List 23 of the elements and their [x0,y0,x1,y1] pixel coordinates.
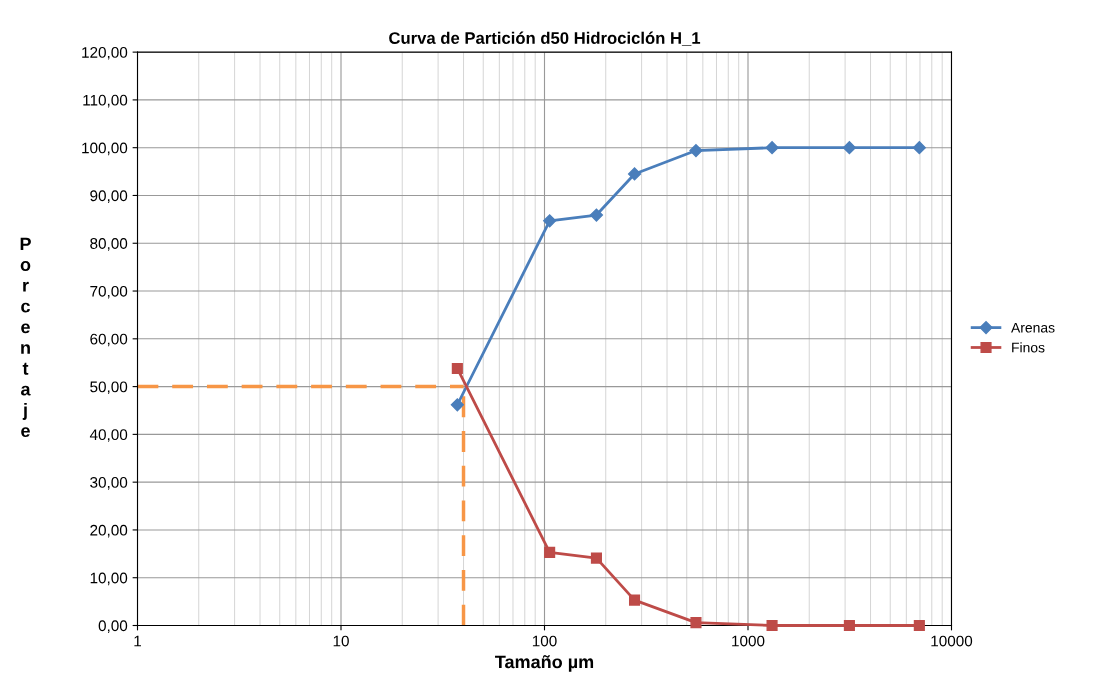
x-tick-label: 10 [333,635,349,647]
y-tick-label: 110,00 [83,94,128,108]
y-tick-label: 90,00 [90,190,128,203]
y-tick-label: 50,00 [90,381,128,395]
y-tick-label: 20,00 [90,524,128,538]
chart-title: Curva de Partición d50 Hidrociclón H_1 [389,31,701,46]
y-tick-label: 120,00 [82,46,128,60]
legend-label: Arenas [1011,322,1055,333]
legend-label: Finos [1012,342,1045,353]
y-tick-label: 80,00 [90,238,128,251]
x-tick-label: 1 [134,635,141,647]
x-tick-label: 10000 [931,635,973,647]
y-tick-label: 60,00 [90,333,128,347]
y-tick-label: 10,00 [90,572,128,586]
x-tick-label: 100 [532,635,557,647]
y-tick-label: 0,00 [98,620,128,633]
x-tick-label: 1000 [732,635,765,647]
y-tick-label: 40,00 [89,429,128,442]
text: Porcentaje [20,237,31,438]
y-tick-label: 30,00 [90,477,128,490]
y-tick-label: 70,00 [90,285,128,299]
x-axis-title: Tamaño µm [495,655,594,672]
y-tick-label: 100,00 [82,142,128,156]
